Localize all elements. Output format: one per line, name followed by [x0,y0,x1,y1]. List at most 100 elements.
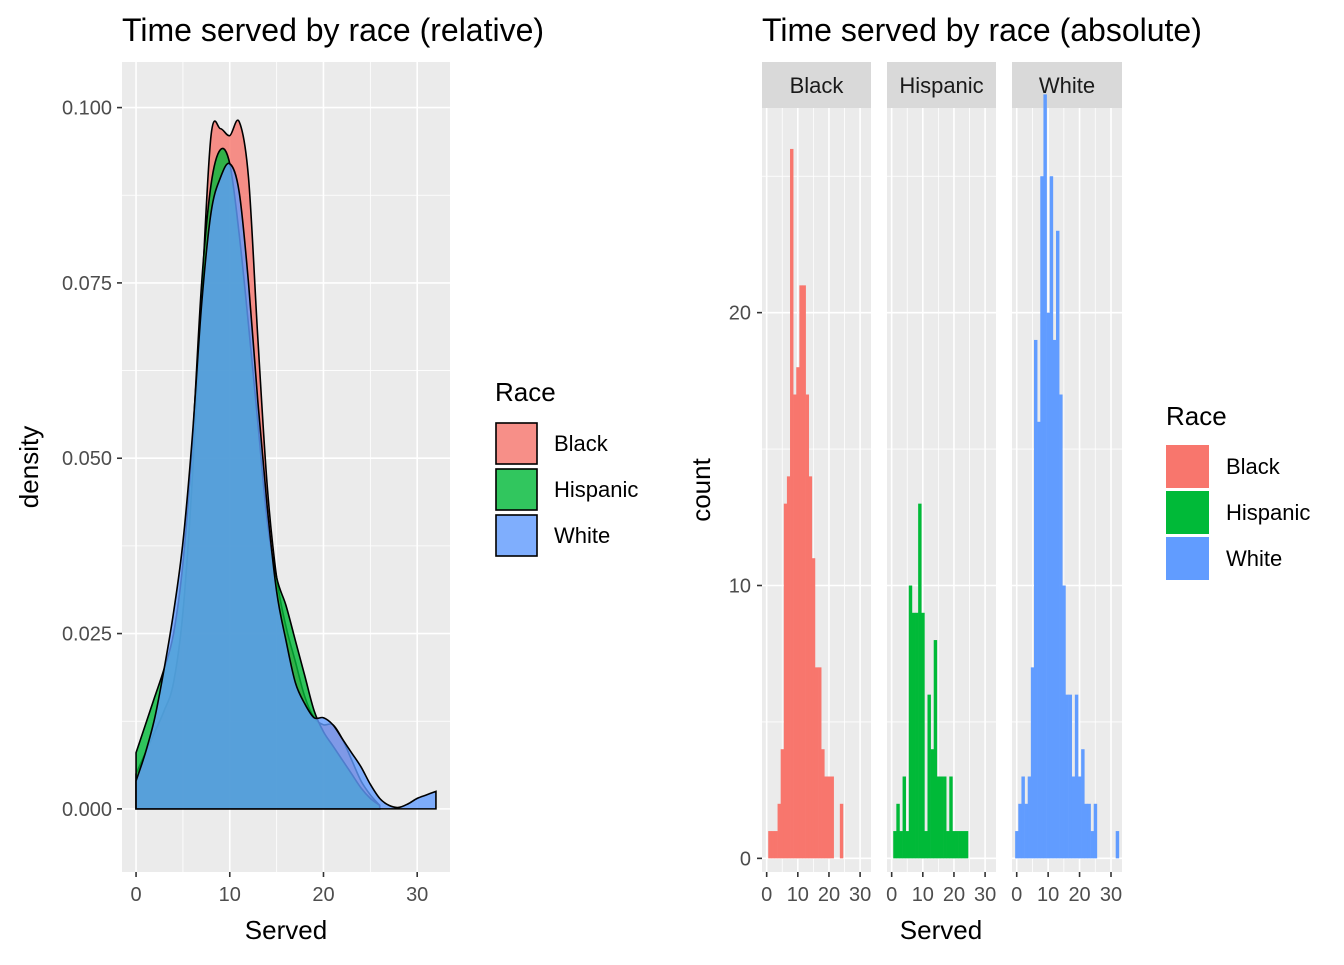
density-areas [135,119,437,810]
hist-bar-white [1056,230,1060,859]
hist-bar-hispanic [896,803,900,859]
density-legend-swatch-white [495,514,538,557]
hist-bar-white [1068,694,1073,859]
density-x-tick-label: 20 [312,884,334,906]
hist-bar-white [1037,421,1041,859]
hist-bar-white [1062,585,1066,859]
hist-bar-white [1071,776,1076,859]
hist-legend-swatch-hispanic [1166,491,1209,534]
hist-bar-white [1074,694,1079,859]
hist-bar-hispanic [902,776,906,859]
hist-bar-black [780,749,785,859]
facet-panel-hispanic [887,108,996,872]
hist-bar-hispanic [915,612,919,859]
hist-bar-white [1043,94,1047,859]
facet-black: Black 0 10 20 30 [761,62,871,906]
density-legend-swatch-black [495,422,538,465]
hist-bar-hispanic [946,831,950,859]
hist-bar-hispanic [952,831,956,859]
hist-bar-hispanic [908,585,913,859]
hist-bar-hispanic [905,831,910,859]
histogram-legend: Race Black Hispanic White [1166,401,1310,580]
facet-strip-white [1012,62,1122,108]
hist-bar-hispanic [899,831,903,859]
hist-bar-black [827,776,831,859]
hist-bar-white [1015,831,1019,859]
hist-bar-black [768,831,772,859]
hist-bar-black [793,394,797,859]
hist-x-tick-label: 0 [761,884,772,906]
hist-legend-swatch-black [1166,445,1209,488]
density-legend-label-white: White [554,523,610,548]
histogram-chart-title: Time served by race (absolute) [762,12,1202,48]
hist-bar-hispanic [911,612,916,859]
hist-bar-hispanic [936,776,941,859]
hist-x-tick-label: 20 [1068,884,1090,906]
hist-bar-white [1087,803,1091,859]
hist-x-tick-label: 0 [1011,884,1022,906]
hist-bar-hispanic [921,612,925,859]
hist-bar-black [811,558,816,859]
density-y-tick-label: 0.075 [62,273,112,295]
density-y-axis: 0.000 0.025 0.050 0.075 0.100 [62,98,122,821]
hist-bar-hispanic [955,831,959,859]
hist-bar-white [1027,776,1032,859]
hist-x-tick-label: 10 [787,884,809,906]
density-chart-title: Time served by race (relative) [122,12,544,48]
facet-hispanic: Hispanic 0 10 20 30 [886,62,996,906]
hist-bar-white [1084,803,1088,859]
hist-bar-black [799,285,803,859]
histogram-chart: Time served by race (absolute) Black 0 10 2… [686,12,1310,945]
facet-strip-label-black: Black [790,73,845,98]
density-x-tick-label: 0 [130,884,141,906]
density-area-white [135,162,437,810]
hist-legend-label-hispanic: Hispanic [1226,500,1310,525]
hist-bar-white [1065,694,1069,859]
hist-bar-white [1046,312,1051,859]
density-legend: Race Black Hispanic White [495,377,638,557]
hist-bar-black [796,367,800,859]
hist-bar-hispanic [918,503,922,859]
hist-bar-white [1093,803,1098,859]
hist-bar-hispanic [893,831,897,859]
density-legend-label-hispanic: Hispanic [554,477,638,502]
hist-bar-black [777,803,781,859]
facet-strip-hispanic [887,62,996,108]
density-x-tick-label: 30 [406,884,428,906]
hist-bar-white [1090,831,1095,859]
hist-bar-white [1059,394,1063,859]
hist-bar-white [1081,749,1085,859]
histogram-x-axis-title: Served [900,915,982,945]
hist-bar-hispanic [927,694,931,859]
density-legend-title: Race [495,377,556,407]
hist-x-tick-label: 10 [912,884,934,906]
hist-bar-white [1034,339,1038,859]
histogram-legend-keys: Black Hispanic White [1166,445,1310,580]
hist-legend-label-white: White [1226,546,1282,571]
hist-bar-white [1030,667,1035,859]
hist-y-tick-label: 10 [729,576,751,598]
hist-bar-hispanic [949,776,953,859]
density-chart: Time served by race (relative) 0.000 0.02… [14,12,638,945]
facet-strip-label-white: White [1039,73,1095,98]
hist-bar-white [1040,176,1044,859]
hist-x-tick-label: 20 [943,884,965,906]
hist-bar-white [1018,803,1022,859]
hist-bar-black [830,776,834,859]
hist-x-tick-label: 0 [886,884,897,906]
hist-bar-hispanic [958,831,963,859]
density-x-axis: 0 10 20 30 [130,872,428,906]
density-legend-swatch-hispanic [495,468,538,511]
hist-bar-hispanic [924,831,928,859]
hist-legend-swatch-white [1166,537,1209,580]
histogram-legend-title: Race [1166,401,1227,431]
histogram-y-axis-title: count [686,457,716,521]
hist-bar-hispanic [930,749,935,859]
density-y-tick-label: 0.100 [62,98,112,120]
hist-x-tick-label: 10 [1037,884,1059,906]
hist-bar-black [805,394,810,859]
hist-bar-white [1021,776,1025,859]
hist-bar-black [808,476,813,859]
histogram-facets: Black 0 10 20 30 Hispanic 0 10 20 30 White 0 10 20 30 [761,62,1122,906]
hist-x-tick-label: 30 [1100,884,1122,906]
